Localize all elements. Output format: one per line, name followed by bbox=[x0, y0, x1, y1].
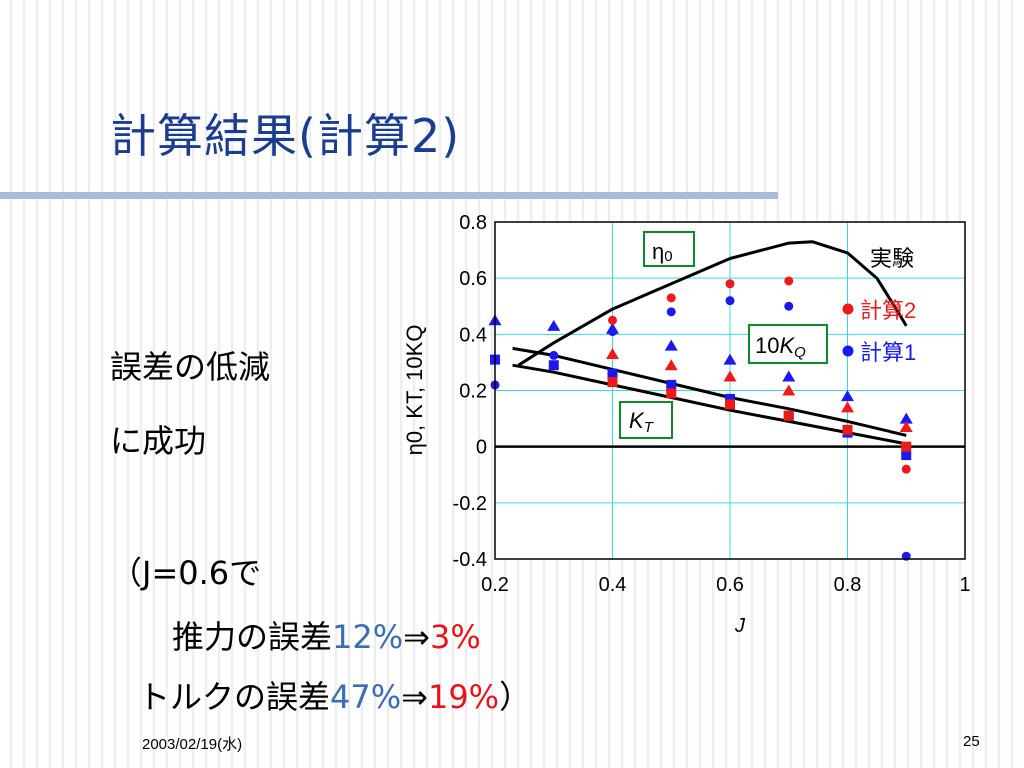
title-underline bbox=[0, 192, 778, 199]
thrust-error-line: 推力の誤差12%⇒3% bbox=[172, 612, 481, 658]
calc2-circle-marker bbox=[901, 464, 911, 474]
calc2-circle-marker bbox=[725, 279, 735, 289]
calc1-triangle-marker bbox=[606, 322, 619, 334]
eta0-label-text: η0 bbox=[652, 239, 673, 265]
calc2-triangle-marker bbox=[899, 421, 913, 433]
y-tick-label: 0.8 bbox=[459, 212, 487, 234]
y-tick-label: 0.4 bbox=[459, 324, 487, 346]
x-tick-label: 0.4 bbox=[599, 574, 627, 596]
legend-calc2-marker bbox=[842, 303, 854, 315]
calc1-triangle-marker bbox=[664, 339, 678, 351]
calc2-square-marker bbox=[901, 441, 912, 452]
legend-experiment: 実験 bbox=[870, 246, 914, 271]
page-title: 計算結果(計算2) bbox=[110, 109, 461, 163]
calc2-square-marker bbox=[666, 388, 677, 399]
calc2-circle-marker bbox=[608, 315, 617, 325]
eta0-label: η0 bbox=[643, 231, 695, 267]
y-tick-label: 0.2 bbox=[459, 381, 487, 403]
calc1-circle-marker bbox=[666, 307, 676, 317]
calc2-square-marker bbox=[783, 410, 794, 421]
legend-calc1-marker bbox=[842, 345, 854, 357]
torque-error-line: トルクの誤差47%⇒19%） bbox=[138, 672, 531, 718]
calc1-square-marker bbox=[725, 393, 735, 404]
calc1-triangle-marker bbox=[782, 370, 796, 382]
calc1-circle-marker bbox=[549, 350, 559, 360]
x-tick-label: 1 bbox=[959, 574, 970, 596]
calc2-triangle-marker bbox=[841, 401, 854, 413]
y-tick-label: -0.4 bbox=[453, 549, 487, 571]
kt-label: KT bbox=[619, 401, 673, 439]
torque-error-old: 47% bbox=[330, 678, 402, 716]
experiment-curve-eta0 bbox=[517, 240, 908, 367]
10kq-label-box bbox=[748, 324, 828, 364]
calc1-triangle-marker bbox=[899, 412, 913, 424]
summary-line-3: （J=0.6で bbox=[110, 554, 262, 592]
calc2-triangle-marker bbox=[723, 370, 737, 382]
arrow-icon: ⇒ bbox=[403, 618, 430, 656]
calc2-square-marker bbox=[607, 377, 618, 388]
calc2-triangle-marker bbox=[664, 359, 678, 371]
10kq-label: 10KQ bbox=[748, 324, 828, 364]
plot-frame bbox=[494, 221, 966, 560]
calc2-square-marker bbox=[842, 424, 853, 435]
legend-calc2: 計算2 bbox=[860, 298, 916, 323]
eta0-label-box bbox=[643, 231, 695, 267]
experiment-curve-kt bbox=[512, 363, 907, 446]
thrust-error-old: 12% bbox=[332, 618, 404, 656]
kt-label-text: KT bbox=[629, 408, 655, 436]
torque-error-new: 19% bbox=[427, 678, 500, 716]
tick-labels: 0.2 0.4 0.6 0.8 1 0.8 0.6 0.4 0.2 0 -0.2 -0.4 bbox=[453, 212, 971, 596]
thrust-error-new: 3% bbox=[429, 618, 481, 656]
calc2-circle-marker bbox=[784, 276, 794, 286]
calc1-triangle-marker bbox=[547, 319, 561, 331]
summary-line-2: に成功 bbox=[110, 422, 207, 460]
calc1-square-marker bbox=[901, 450, 912, 461]
legend-calc1: 計算1 bbox=[860, 340, 916, 365]
calc1-triangle-marker bbox=[841, 390, 854, 402]
experiment-curve-10kq bbox=[512, 346, 907, 437]
calc2-square-marker bbox=[725, 399, 735, 410]
calc1-circle-marker bbox=[784, 301, 794, 311]
calc2-triangle-marker bbox=[782, 384, 796, 396]
x-tick-label: 0.2 bbox=[481, 574, 509, 596]
thrust-error-label: 推力の誤差 bbox=[172, 618, 333, 656]
calc2-triangle-marker bbox=[606, 347, 619, 359]
y-axis-label: η0, KT, 10KQ bbox=[402, 325, 427, 456]
kt-label-box bbox=[619, 401, 673, 439]
torque-error-label: トルクの誤差 bbox=[138, 678, 331, 716]
footer-date: 2003/02/19(水) bbox=[142, 736, 243, 753]
calc2-circle-marker bbox=[666, 293, 676, 303]
calc1-square-marker bbox=[666, 379, 677, 390]
footer-page-number: 25 bbox=[963, 733, 980, 750]
y-tick-label: -0.2 bbox=[453, 493, 487, 515]
calc-markers bbox=[488, 276, 913, 561]
arrow-icon: ⇒ bbox=[401, 678, 428, 716]
x-axis-label: J bbox=[734, 615, 746, 637]
summary-line-1: 誤差の低減 bbox=[110, 348, 271, 386]
calc1-circle-marker bbox=[725, 296, 735, 306]
legend: 実験 計算2 計算1 bbox=[842, 246, 916, 365]
y-tick-label: 0.6 bbox=[459, 268, 487, 290]
calc1-square-marker bbox=[548, 360, 559, 371]
closing-paren: ） bbox=[499, 678, 532, 716]
x-tick-label: 0.8 bbox=[834, 574, 862, 596]
calc1-square-marker bbox=[607, 368, 618, 379]
10kq-label-text: 10KQ bbox=[755, 333, 806, 361]
x-tick-label: 0.6 bbox=[716, 574, 744, 596]
calc1-triangle-marker bbox=[723, 353, 737, 365]
y-tick-label: 0 bbox=[476, 437, 487, 459]
experiment-curves bbox=[512, 240, 908, 446]
